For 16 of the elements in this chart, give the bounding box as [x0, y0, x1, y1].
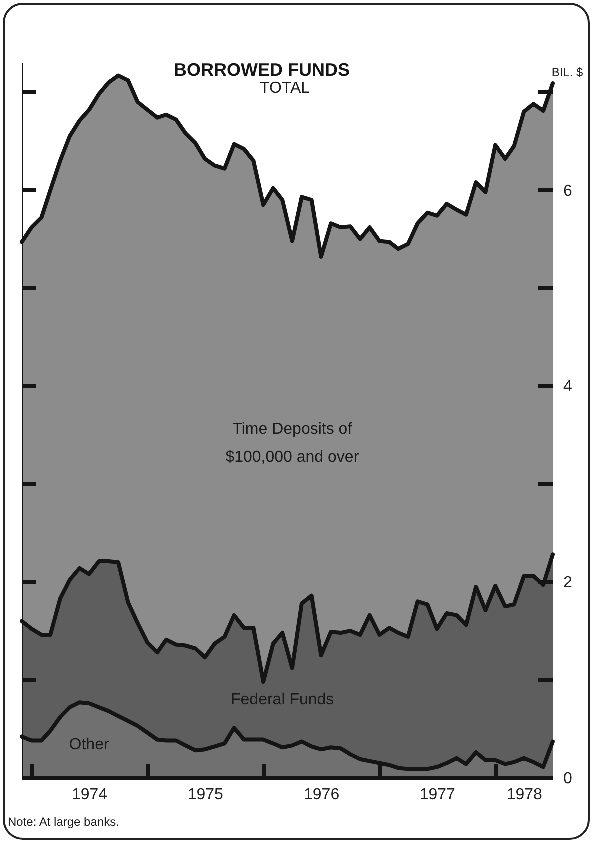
- y-axis-title: BIL. $: [552, 66, 584, 80]
- series-label: Federal Funds: [230, 692, 334, 709]
- annotation: TOTAL: [260, 80, 310, 97]
- chart-title: BORROWED FUNDS: [174, 60, 350, 80]
- series-label: Other: [69, 736, 110, 754]
- y-tick-label: 0: [564, 770, 572, 788]
- x-tick-label: 1976: [304, 786, 340, 804]
- y-tick-label: 6: [564, 182, 572, 200]
- x-tick-label: 1978: [506, 786, 543, 804]
- x-tick-label: 1977: [420, 786, 456, 804]
- x-tick-label: 1975: [188, 786, 224, 804]
- x-tick-label: 1974: [72, 786, 108, 804]
- series-label: Time Deposits of $100,000 and over: [226, 421, 360, 466]
- y-tick-label: 2: [564, 574, 572, 592]
- y-tick-label: 4: [564, 378, 572, 396]
- text: Note: At large banks.: [8, 815, 120, 829]
